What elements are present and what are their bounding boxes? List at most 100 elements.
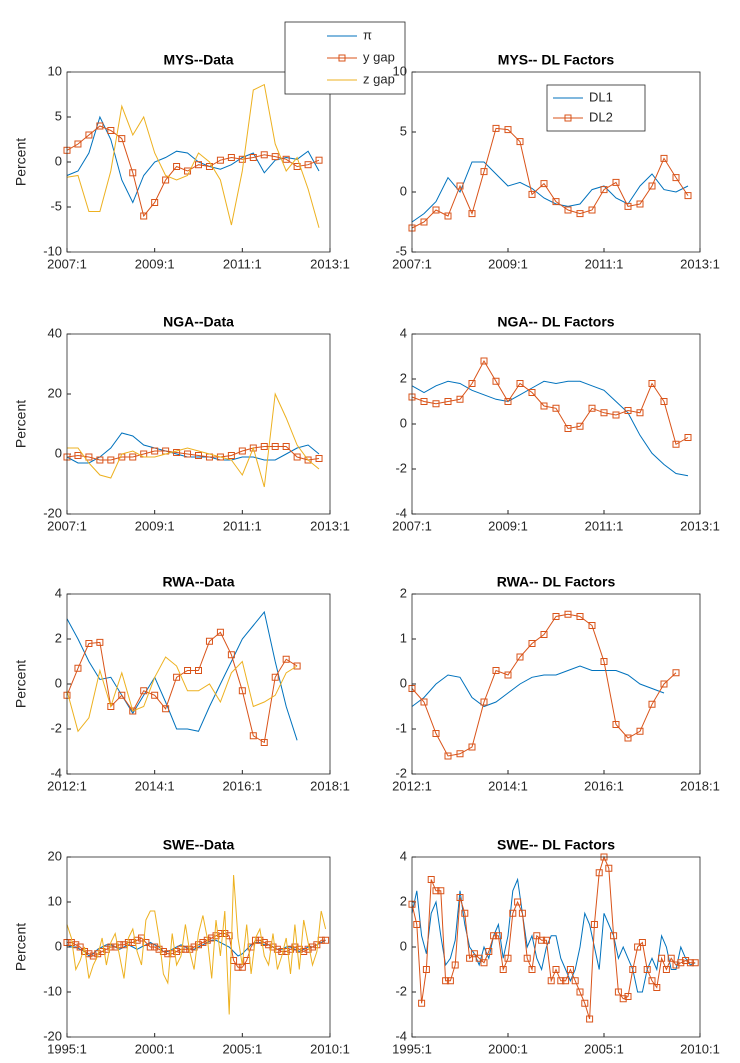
y-tick-label: -20	[43, 505, 62, 520]
y-tick-label: 10	[48, 63, 62, 78]
marker	[129, 453, 137, 461]
marker	[528, 190, 536, 198]
marker	[227, 651, 235, 659]
marker	[528, 640, 536, 647]
marker	[451, 961, 459, 969]
legend-label: z gap	[363, 71, 395, 86]
marker	[315, 156, 323, 164]
marker	[595, 869, 603, 877]
marker	[540, 631, 548, 638]
marker	[638, 939, 646, 946]
marker	[260, 939, 268, 946]
y-tick-label: -20	[43, 1028, 62, 1043]
marker	[155, 945, 163, 953]
x-tick-label: 2009:1	[135, 518, 175, 533]
series-line	[66, 125, 320, 218]
marker	[304, 161, 312, 169]
marker	[273, 945, 281, 953]
marker	[432, 206, 440, 214]
marker	[238, 447, 246, 455]
marker	[432, 887, 440, 895]
marker	[456, 750, 464, 758]
marker	[619, 995, 627, 1003]
y-tick-label: 4	[400, 325, 407, 340]
marker	[444, 398, 452, 405]
marker	[612, 178, 620, 186]
marker	[485, 948, 493, 955]
marker	[581, 999, 589, 1007]
marker	[504, 954, 512, 962]
marker	[684, 192, 692, 200]
y-axis-label: Percent	[13, 660, 29, 708]
marker	[162, 176, 170, 184]
panel-title: SWE-- DL Factors	[497, 837, 615, 853]
panel-title: NGA--Data	[163, 314, 234, 330]
series-line	[66, 446, 320, 461]
marker	[480, 357, 488, 365]
y-tick-label: 4	[55, 585, 62, 600]
x-tick-label: 2007:1	[392, 518, 432, 533]
marker	[260, 151, 268, 159]
marker	[216, 628, 224, 636]
marker	[184, 167, 192, 175]
marker	[413, 921, 421, 928]
marker	[96, 122, 104, 130]
marker	[293, 453, 301, 461]
marker	[612, 721, 620, 728]
marker	[672, 961, 680, 969]
marker	[85, 131, 93, 139]
marker	[624, 202, 632, 210]
marker	[466, 954, 474, 962]
y-tick-label: 0	[55, 153, 62, 168]
marker	[151, 943, 159, 951]
marker	[295, 945, 303, 953]
marker	[600, 409, 608, 417]
marker	[571, 977, 579, 985]
marker	[427, 876, 435, 883]
axes-box	[411, 333, 701, 515]
marker	[648, 977, 656, 985]
y-tick-label: 20	[48, 385, 62, 400]
marker	[291, 943, 299, 951]
marker	[293, 662, 301, 670]
y-tick-label: 2	[55, 630, 62, 645]
marker	[420, 698, 428, 706]
marker	[129, 707, 137, 715]
y-tick-label: -2	[395, 460, 407, 475]
marker	[184, 450, 192, 458]
legend-marker	[338, 54, 346, 62]
marker	[552, 198, 560, 206]
marker	[107, 456, 115, 464]
marker	[468, 743, 476, 751]
series-line	[411, 877, 696, 993]
marker	[470, 950, 478, 958]
marker	[662, 966, 670, 973]
legend-label: π	[363, 27, 372, 42]
marker	[538, 936, 546, 944]
series-line	[66, 83, 320, 228]
marker	[504, 126, 512, 134]
legend-box	[546, 84, 646, 132]
marker	[271, 443, 279, 450]
x-tick-label: 2013:1	[680, 256, 720, 271]
marker	[173, 673, 181, 681]
marker	[533, 932, 541, 940]
marker	[672, 669, 680, 677]
marker	[269, 943, 277, 951]
x-tick-label: 2009:1	[135, 256, 175, 271]
marker	[238, 687, 246, 695]
marker	[456, 395, 464, 403]
y-tick-label: 2	[400, 893, 407, 908]
y-axis-label: Percent	[13, 923, 29, 971]
marker	[504, 398, 512, 405]
y-tick-label: -4	[395, 505, 407, 520]
marker	[672, 440, 680, 448]
marker	[499, 966, 507, 973]
marker	[518, 909, 526, 917]
marker	[480, 959, 488, 967]
marker	[509, 909, 517, 917]
marker	[514, 898, 522, 906]
marker	[420, 218, 428, 226]
marker	[658, 954, 666, 962]
